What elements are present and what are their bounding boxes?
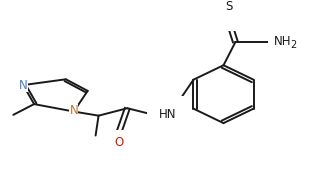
Text: N: N [69, 104, 78, 117]
Text: O: O [115, 136, 124, 149]
Text: N: N [19, 79, 28, 92]
Text: HN: HN [159, 108, 177, 121]
Text: NH: NH [274, 35, 291, 48]
Text: S: S [225, 0, 232, 13]
Text: 2: 2 [290, 40, 296, 50]
